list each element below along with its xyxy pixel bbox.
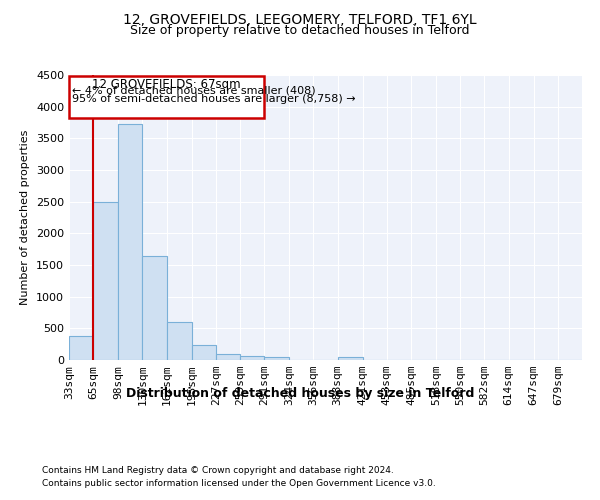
Bar <box>240 356 264 360</box>
Bar <box>118 124 142 360</box>
Bar <box>216 354 240 360</box>
Bar <box>93 202 118 360</box>
Bar <box>167 322 191 360</box>
Text: Contains HM Land Registry data © Crown copyright and database right 2024.: Contains HM Land Registry data © Crown c… <box>42 466 394 475</box>
Y-axis label: Number of detached properties: Number of detached properties <box>20 130 31 305</box>
Bar <box>142 256 167 360</box>
Text: Contains public sector information licensed under the Open Government Licence v3: Contains public sector information licen… <box>42 479 436 488</box>
Bar <box>69 336 93 360</box>
Text: 95% of semi-detached houses are larger (8,758) →: 95% of semi-detached houses are larger (… <box>72 94 356 104</box>
Bar <box>191 345 216 360</box>
Bar <box>338 357 362 360</box>
Bar <box>69 76 264 118</box>
Text: ← 4% of detached houses are smaller (408): ← 4% of detached houses are smaller (408… <box>72 85 316 95</box>
Text: Size of property relative to detached houses in Telford: Size of property relative to detached ho… <box>130 24 470 37</box>
Text: 12 GROVEFIELDS: 67sqm: 12 GROVEFIELDS: 67sqm <box>92 78 241 90</box>
Text: 12, GROVEFIELDS, LEEGOMERY, TELFORD, TF1 6YL: 12, GROVEFIELDS, LEEGOMERY, TELFORD, TF1… <box>123 12 477 26</box>
Text: Distribution of detached houses by size in Telford: Distribution of detached houses by size … <box>126 388 474 400</box>
Bar <box>264 358 289 360</box>
